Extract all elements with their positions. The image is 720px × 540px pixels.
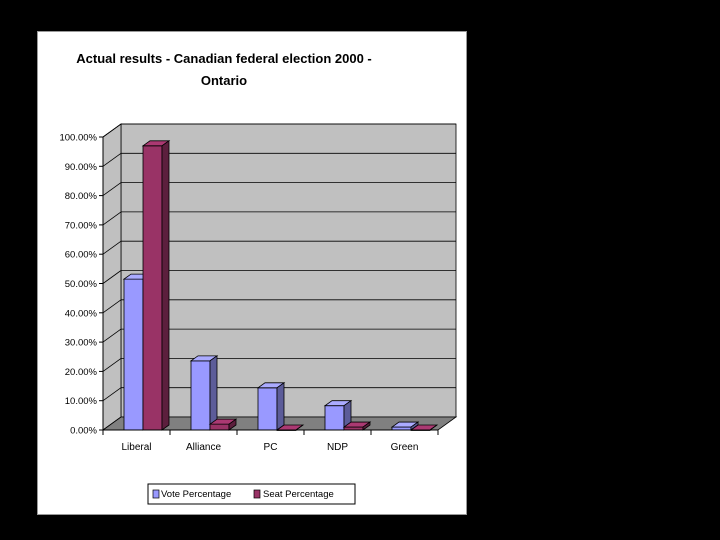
x-category-label: Alliance [186, 442, 221, 453]
bar-ndp-vote [324, 405, 345, 431]
legend-box [147, 483, 356, 505]
bar-pc-vote [257, 387, 278, 431]
y-tick-label: 80.00% [65, 191, 98, 202]
bar-alliance-vote [190, 360, 211, 431]
y-tick-label: 10.00% [65, 396, 98, 407]
x-category-label: Liberal [121, 442, 151, 453]
chart-title-line-2: Ontario [201, 73, 247, 88]
legend-label-seat: Seat Percentage [263, 489, 334, 500]
y-tick-label: 60.00% [65, 250, 98, 261]
x-category-label: PC [264, 442, 278, 453]
bar-chart: Actual results - Canadian federal electi… [59, 51, 458, 505]
y-tick-label: 40.00% [65, 308, 98, 319]
y-tick-label: 0.00% [70, 426, 97, 437]
legend-label-vote: Vote Percentage [161, 489, 231, 500]
y-tick-label: 50.00% [65, 279, 98, 290]
chart-panel: Actual results - Canadian federal electi… [37, 31, 467, 515]
chart-title: Actual results - Canadian federal electi… [76, 51, 372, 88]
gridline-side [102, 299, 122, 314]
gridline-side [102, 387, 122, 402]
y-tick-label: 90.00% [65, 162, 98, 173]
gridline-side [102, 328, 122, 343]
gridline-side [102, 270, 122, 284]
bar-pc-seat-side [295, 424, 304, 431]
legend-swatch-vote [152, 489, 160, 499]
chart-title-line-1: Actual results - Canadian federal electi… [76, 51, 372, 66]
bar-liberal-seat-side [161, 140, 170, 431]
bar-green-seat-side [429, 424, 438, 431]
gridline-side [102, 358, 122, 372]
x-category-label: Green [391, 442, 419, 453]
gridline-side [102, 152, 122, 167]
bar-ndp-seat-side [362, 421, 371, 431]
bar-liberal-vote [123, 278, 144, 431]
legend-swatch-seat [253, 489, 261, 499]
x-category-label: NDP [327, 442, 348, 453]
gridline-side [102, 211, 122, 226]
bar-alliance-seat [209, 423, 230, 431]
y-tick-label: 70.00% [65, 220, 98, 231]
bar-pc-vote-side [276, 382, 285, 431]
gridline-side [102, 123, 122, 138]
y-tick-label: 100.00% [59, 133, 97, 144]
legend: Vote Percentage Seat Percentage [147, 483, 356, 505]
bar-alliance-seat-side [228, 418, 237, 431]
bar-liberal-seat [142, 145, 163, 431]
y-tick-label: 20.00% [65, 367, 98, 378]
gridline-side [102, 182, 122, 196]
bar-alliance-vote-side [209, 355, 218, 431]
gridline-side [102, 240, 122, 255]
y-tick-label: 30.00% [65, 338, 98, 349]
plot-area: 0.00% 10.00% 20.00% 30.00% 40.00% 50.00% 60.00… [59, 123, 458, 453]
